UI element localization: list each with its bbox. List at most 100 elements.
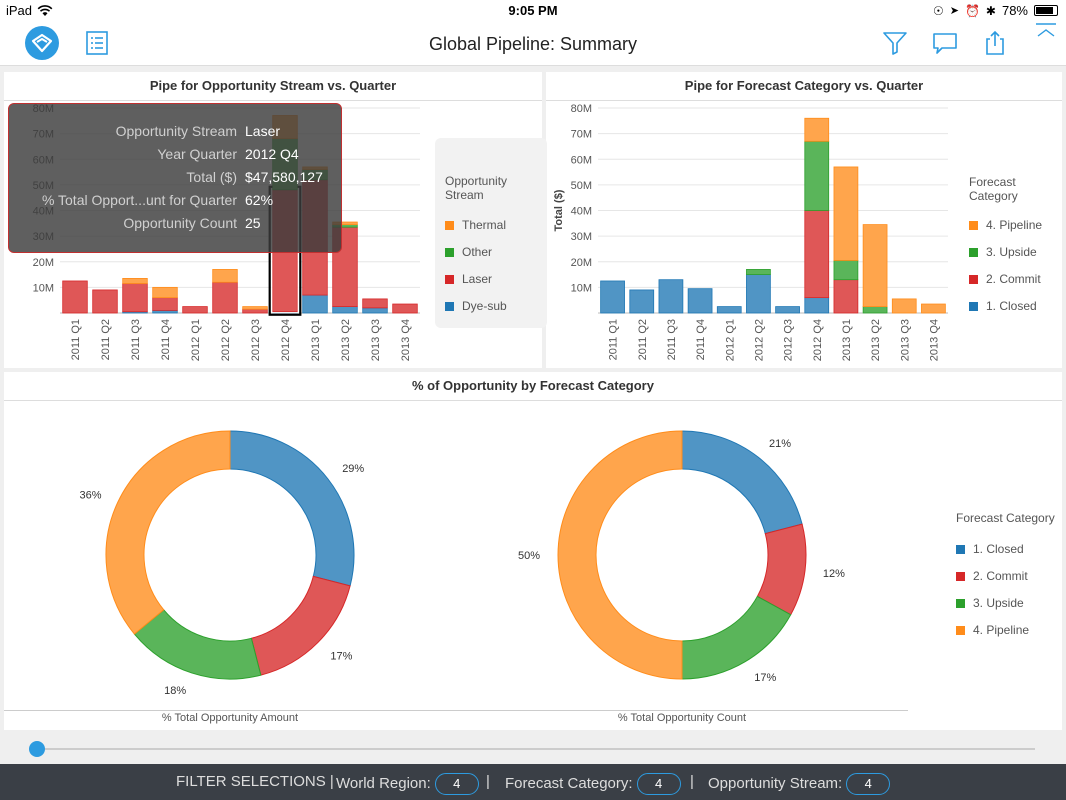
stream-chart-title: Pipe for Opportunity Stream vs. Quarter — [149, 78, 397, 93]
bar-segment — [775, 306, 800, 314]
location-icon: ➤ — [949, 5, 959, 17]
bar-segment — [804, 117, 830, 142]
donut-axis-label: % Total Opportunity Count — [618, 712, 746, 724]
device-name: iPad — [6, 3, 33, 18]
y-tick-label: 40M — [571, 206, 592, 218]
bar-segment — [242, 306, 268, 310]
x-tick-label: 2012 Q4 — [280, 319, 292, 361]
donut-label: 29% — [342, 463, 364, 475]
bar-segment — [332, 226, 358, 307]
x-tick-label: 2012 Q2 — [220, 319, 232, 361]
legend-item-other[interactable]: Other — [445, 245, 492, 259]
y-tick-label: 80M — [571, 103, 592, 115]
forecast-legend-title: Forecast Category — [969, 175, 1018, 203]
bar-segment — [392, 303, 418, 314]
chart-tooltip: Opportunity Stream Laser Year Quarter 2012… — [8, 103, 342, 253]
donut-label: 12% — [823, 568, 845, 580]
filter-icon[interactable] — [882, 30, 908, 56]
bar-segment — [658, 279, 684, 314]
x-tick-label: 2013 Q4 — [400, 319, 412, 361]
bar-segment — [182, 306, 208, 314]
legend-item-commit[interactable]: 2. Commit — [969, 272, 1041, 286]
donut-legend-closed[interactable]: 1. Closed — [956, 542, 1024, 556]
y-axis-label: Total ($) — [553, 189, 565, 231]
y-tick-label: 60M — [571, 154, 592, 166]
donut-panel-title: % of Opportunity by Forecast Category — [412, 378, 654, 393]
list-icon[interactable] — [86, 31, 108, 55]
tooltip-row: Total ($) $47,580,127 — [186, 169, 323, 185]
x-tick-label: 2013 Q2 — [870, 319, 882, 361]
page-slider — [0, 734, 1066, 764]
donut-label: 17% — [330, 650, 352, 662]
donut-legend-commit[interactable]: 2. Commit — [956, 569, 1028, 583]
bar-segment — [92, 289, 118, 314]
page-title: Global Pipeline: Summary — [428, 34, 638, 54]
donut-slice — [229, 430, 355, 587]
status-time: 9:05 PM — [508, 3, 558, 18]
slider-thumb[interactable] — [29, 741, 45, 757]
filter-bar: FILTER SELECTIONS | World Region: 4 | For… — [0, 764, 1066, 800]
y-tick-label: 20M — [571, 257, 592, 269]
filter-separator: | — [690, 773, 694, 790]
x-tick-label: 2013 Q2 — [340, 319, 352, 361]
bar-segment — [716, 306, 742, 314]
chevron-up-icon[interactable] — [1034, 22, 1058, 42]
donut-legend-pipeline[interactable]: 4. Pipeline — [956, 623, 1029, 637]
bar-segment — [122, 278, 148, 284]
y-tick-label: 10M — [33, 282, 54, 294]
legend-item-dye-sub[interactable]: Dye-sub — [445, 299, 507, 313]
tooltip-row: Opportunity Stream Laser — [115, 123, 281, 139]
x-tick-label: 2011 Q2 — [637, 319, 649, 360]
rotation-lock-icon: ☉ — [932, 3, 944, 18]
filter-opportunity-stream[interactable]: Opportunity Stream: 4 — [708, 773, 891, 795]
bar-segment — [687, 288, 713, 314]
bar-segment — [212, 281, 238, 314]
comment-icon[interactable] — [932, 30, 958, 56]
stream-legend: Opportunity Stream Thermal Other Laser D… — [435, 138, 547, 328]
x-tick-label: 2011 Q1 — [70, 319, 82, 360]
legend-item-pipeline[interactable]: 4. Pipeline — [969, 218, 1042, 232]
forecast-category-count[interactable]: 4 — [636, 773, 681, 795]
donut-legend-upside[interactable]: 3. Upside — [956, 596, 1024, 610]
app-logo-icon[interactable] — [25, 26, 59, 60]
bar-segment — [629, 289, 655, 314]
x-tick-label: 2012 Q1 — [724, 319, 736, 361]
x-tick-label: 2011 Q3 — [130, 319, 142, 360]
donut-panel: % of Opportunity by Forecast Category — [4, 372, 1062, 730]
opportunity-stream-count[interactable]: 4 — [846, 773, 891, 795]
share-icon[interactable] — [982, 30, 1008, 56]
x-tick-label: 2011 Q1 — [608, 319, 620, 360]
forecast-chart-panel: Pipe for Forecast Category vs. Quarter — [546, 72, 1062, 368]
world-region-count[interactable]: 4 — [434, 773, 479, 795]
filter-forecast-category[interactable]: Forecast Category: 4 — [505, 773, 681, 795]
donut-slice — [133, 609, 262, 680]
slider-track[interactable] — [35, 748, 1035, 750]
donut-label: 17% — [754, 672, 776, 684]
bar-segment — [362, 298, 388, 309]
battery-percent: 78% — [1001, 3, 1028, 18]
x-tick-label: 2013 Q3 — [899, 319, 911, 361]
filter-separator: | — [486, 773, 490, 790]
x-tick-label: 2013 Q1 — [841, 319, 853, 361]
y-tick-label: 50M — [571, 180, 592, 192]
tooltip-row: % Total Opport...unt for Quarter 62% — [41, 192, 274, 208]
donut-slice — [105, 430, 231, 635]
filter-world-region[interactable]: World Region: 4 — [336, 773, 479, 795]
legend-item-laser[interactable]: Laser — [445, 272, 492, 286]
legend-item-closed[interactable]: 1. Closed — [969, 299, 1037, 313]
x-tick-label: 2012 Q3 — [250, 319, 262, 361]
legend-item-thermal[interactable]: Thermal — [445, 218, 506, 232]
donut-label: 50% — [518, 550, 540, 562]
forecast-chart-title: Pipe for Forecast Category vs. Quarter — [684, 78, 924, 93]
bluetooth-icon: ✱ — [985, 3, 996, 18]
x-tick-label: 2012 Q2 — [753, 319, 765, 361]
legend-item-upside[interactable]: 3. Upside — [969, 245, 1037, 259]
x-tick-label: 2011 Q2 — [100, 319, 112, 360]
donut-axis-label: % Total Opportunity Amount — [162, 712, 298, 724]
x-tick-label: 2011 Q3 — [666, 319, 678, 360]
donut-label: 21% — [769, 438, 791, 450]
donut-slice — [681, 595, 792, 680]
stream-legend-title: Opportunity Stream — [445, 174, 508, 202]
